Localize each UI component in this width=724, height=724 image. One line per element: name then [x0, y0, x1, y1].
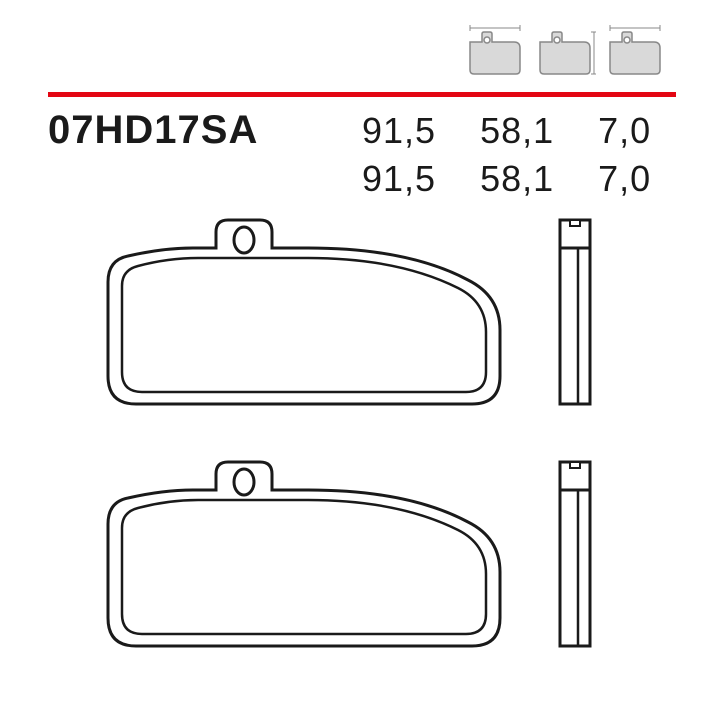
pad-face-2 — [108, 462, 500, 646]
dim-thickness: 7,0 — [598, 158, 693, 204]
pad-face-1 — [108, 220, 500, 404]
dimension-thumbnails — [464, 22, 666, 78]
separator-line — [48, 92, 676, 97]
brake-pad-drawing — [0, 210, 724, 710]
pad-side-1 — [560, 220, 590, 404]
dim-height: 58,1 — [480, 158, 596, 204]
table-row: 91,5 58,1 7,0 — [362, 110, 693, 156]
dim-width: 91,5 — [362, 110, 478, 156]
dim-thickness: 7,0 — [598, 110, 693, 156]
dimension-table: 91,5 58,1 7,0 91,5 58,1 7,0 — [360, 108, 695, 206]
thumbnail-width-icon — [464, 22, 526, 78]
table-row: 91,5 58,1 7,0 — [362, 158, 693, 204]
thumbnail-thickness-icon — [604, 22, 666, 78]
product-spec-diagram: 07HD17SA 91,5 58,1 7,0 91,5 58,1 7,0 — [0, 0, 724, 724]
technical-drawings — [0, 210, 724, 715]
dim-height: 58,1 — [480, 110, 596, 156]
pad-side-2 — [560, 462, 590, 646]
part-number: 07HD17SA — [48, 108, 258, 153]
thumbnail-height-icon — [534, 22, 596, 78]
dim-width: 91,5 — [362, 158, 478, 204]
